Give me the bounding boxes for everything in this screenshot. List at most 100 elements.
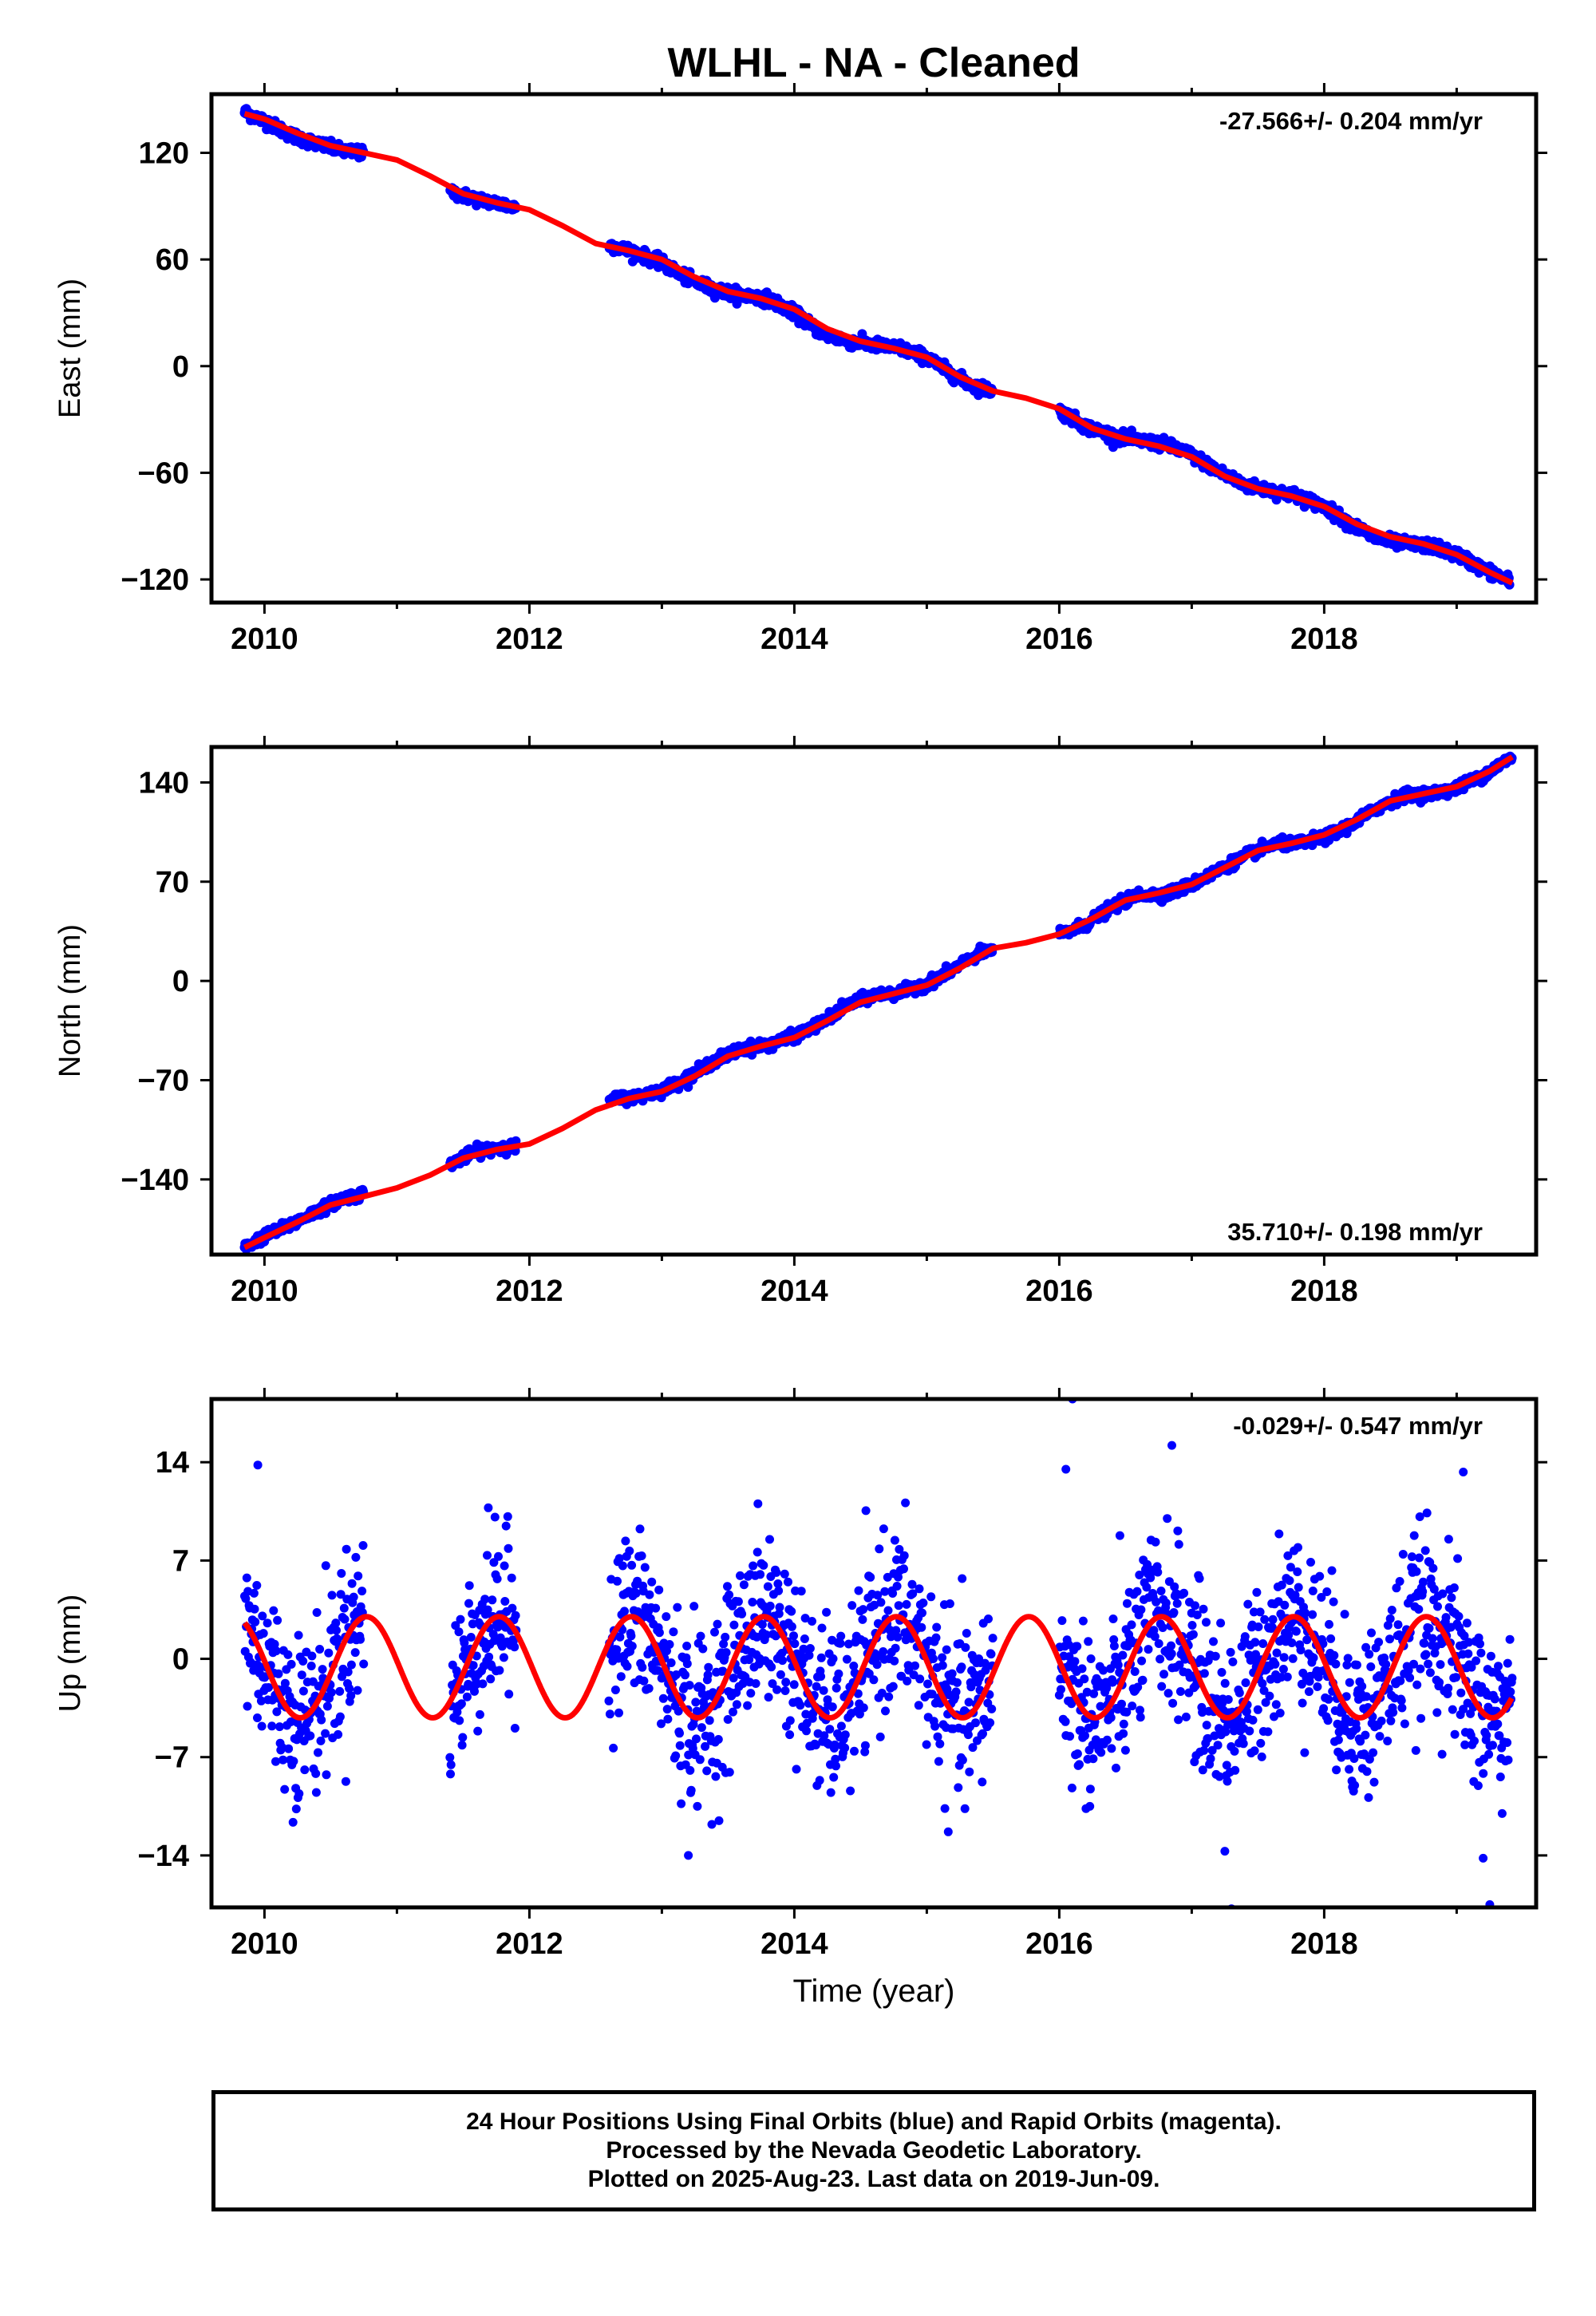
up-data-point <box>314 1748 322 1757</box>
up-data-point <box>631 1588 641 1598</box>
up-data-point <box>298 1657 308 1666</box>
up-data-point <box>1070 1657 1080 1666</box>
up-data-point <box>359 1659 369 1669</box>
up-data-point <box>627 1642 637 1651</box>
up-data-point <box>915 1584 924 1594</box>
up-data-point <box>701 1741 710 1751</box>
up-data-point <box>609 1743 618 1753</box>
up-data-point <box>613 1576 622 1586</box>
up-data-point <box>1246 1655 1255 1665</box>
up-data-point <box>1267 1622 1277 1632</box>
up-data-point <box>951 1687 961 1697</box>
up-data-point <box>1272 1648 1282 1658</box>
up-data-point <box>918 1608 926 1618</box>
up-data-point <box>879 1647 888 1656</box>
up-data-point <box>470 1686 479 1696</box>
up-data-point <box>872 1660 882 1670</box>
up-data-point <box>241 1594 251 1603</box>
up-data-point <box>1255 1607 1265 1617</box>
up-data-point <box>312 1608 322 1617</box>
up-data-point <box>768 1679 777 1689</box>
up-data-point <box>640 1563 650 1572</box>
up-data-point <box>1223 1777 1232 1786</box>
up-data-point <box>808 1617 816 1626</box>
east-y-ticks <box>200 152 1547 581</box>
up-data-point <box>1133 1682 1143 1692</box>
up-data-point <box>289 1757 298 1766</box>
up-data-point <box>947 1669 957 1678</box>
up-data-point <box>971 1718 980 1728</box>
east-y-axis-label: East (mm) <box>53 279 87 418</box>
up-data-point <box>875 1732 885 1741</box>
up-data-point <box>1135 1571 1144 1579</box>
up-data-point <box>1282 1672 1292 1682</box>
up-data-point <box>616 1672 626 1682</box>
up-data-point <box>456 1699 466 1709</box>
up-data-point <box>1257 1752 1266 1761</box>
north-x-tick-label: 2016 <box>1025 1275 1093 1308</box>
up-data-point <box>499 1653 508 1662</box>
up-data-point <box>1271 1700 1281 1709</box>
up-data-point <box>500 1597 510 1606</box>
up-data-point <box>483 1551 492 1560</box>
up-data-point <box>1293 1567 1302 1576</box>
up-data-point <box>317 1715 326 1725</box>
up-data-point <box>1242 1707 1251 1717</box>
up-data-point <box>1286 1563 1295 1572</box>
up-data-point <box>1163 1514 1172 1524</box>
up-data-point <box>965 1767 974 1777</box>
up-data-point <box>1258 1639 1268 1648</box>
up-data-point <box>772 1685 782 1694</box>
east-data-point <box>1299 502 1310 512</box>
up-data-point <box>1073 1642 1082 1651</box>
up-data-point <box>796 1701 805 1710</box>
up-data-point <box>1291 1626 1301 1636</box>
up-data-point <box>1209 1637 1218 1646</box>
up-data-point <box>751 1679 760 1688</box>
up-data-point <box>693 1801 702 1811</box>
up-data-point <box>800 1614 810 1623</box>
up-data-point <box>270 1639 279 1649</box>
up-data-point <box>1179 1588 1189 1598</box>
up-data-point <box>792 1765 801 1774</box>
up-data-point <box>356 1634 365 1644</box>
up-data-point <box>307 1651 317 1661</box>
up-data-point <box>242 1573 251 1583</box>
up-data-point <box>625 1546 634 1555</box>
up-data-point <box>729 1620 739 1630</box>
up-data-point <box>756 1570 765 1579</box>
up-data-point <box>1067 1783 1077 1792</box>
up-data-point <box>1251 1650 1260 1659</box>
up-data-point <box>271 1646 281 1656</box>
up-data-point <box>1191 1601 1199 1611</box>
up-data-point <box>669 1627 678 1637</box>
up-data-point <box>799 1644 808 1654</box>
up-data-point <box>743 1701 753 1710</box>
up-data-point <box>767 1662 776 1672</box>
up-data-point <box>844 1639 853 1649</box>
up-data-point <box>300 1765 310 1775</box>
up-data-point <box>462 1692 472 1701</box>
up-data-point <box>612 1645 622 1654</box>
up-data-point <box>1163 1689 1173 1698</box>
up-data-point <box>1151 1537 1160 1547</box>
up-data-point <box>812 1682 821 1691</box>
up-data-point <box>780 1569 789 1579</box>
up-data-point <box>978 1777 987 1787</box>
up-data-point <box>339 1603 349 1613</box>
up-data-point <box>891 1643 900 1653</box>
up-data-point <box>1261 1697 1270 1707</box>
up-data-point <box>1082 1687 1092 1697</box>
up-data-point <box>495 1666 504 1675</box>
up-data-point <box>723 1582 732 1591</box>
up-data-point <box>933 1732 942 1741</box>
up-data-point <box>446 1760 456 1769</box>
up-data-point <box>291 1804 301 1814</box>
up-data-point <box>504 1690 514 1699</box>
up-data-point <box>1278 1665 1288 1674</box>
up-data-point <box>315 1645 325 1654</box>
north-x-ticks <box>263 736 1458 1266</box>
up-data-point <box>654 1585 664 1595</box>
up-data-point <box>922 1740 931 1749</box>
up-data-point <box>446 1769 455 1779</box>
